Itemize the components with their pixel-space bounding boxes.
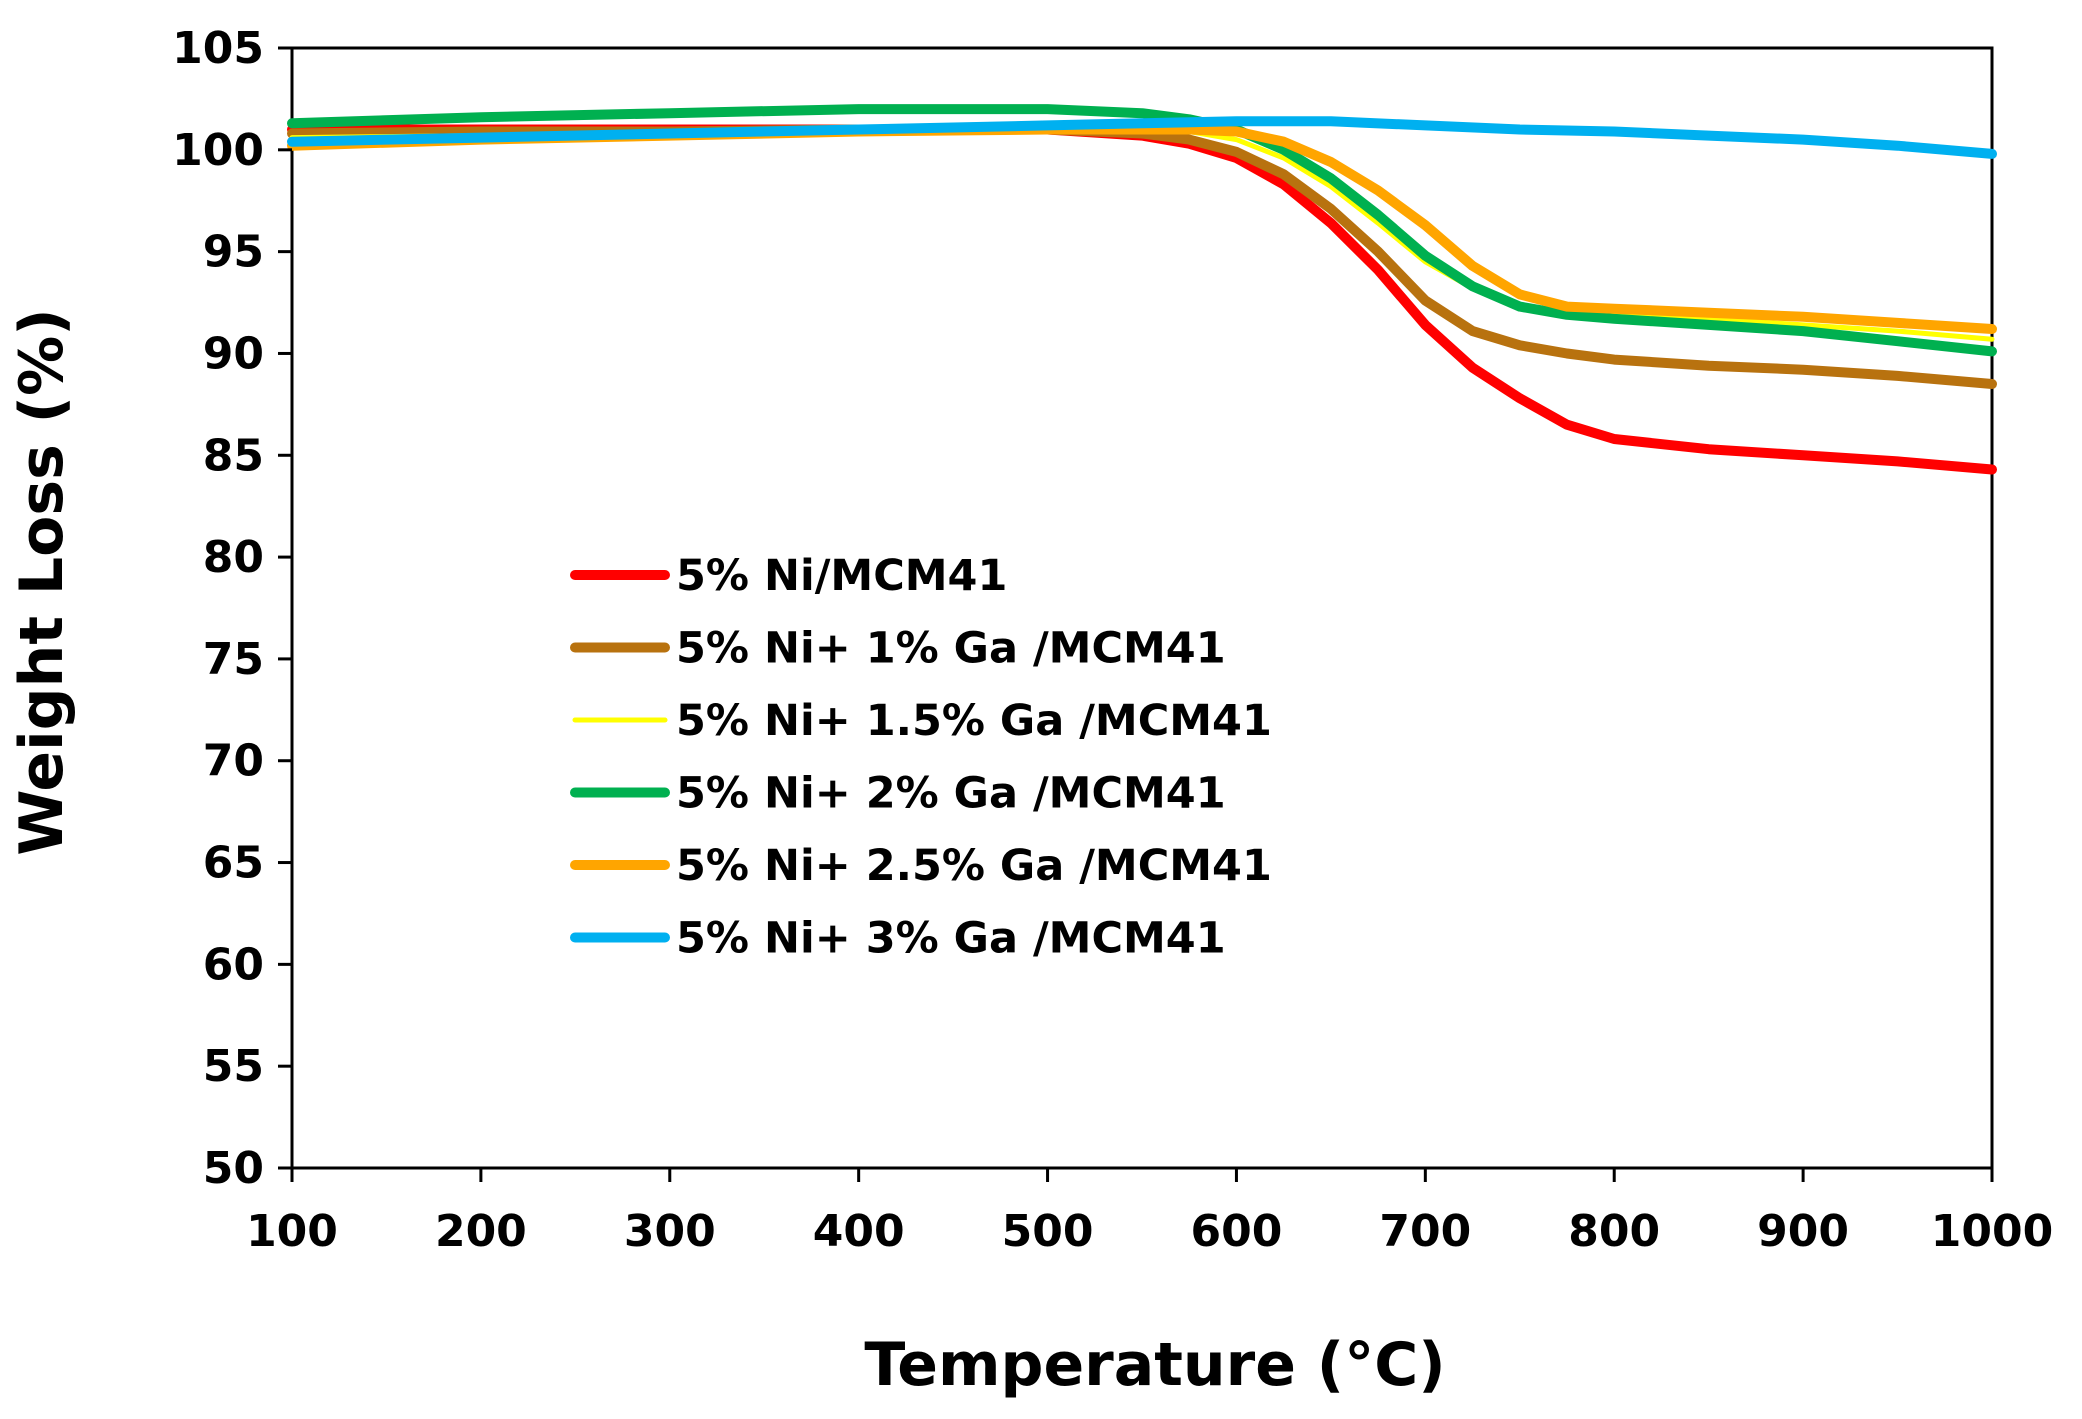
- y-tick-label: 85: [203, 430, 264, 481]
- y-tick-label: 90: [203, 328, 264, 379]
- y-tick-label: 60: [203, 939, 264, 990]
- x-tick-label: 600: [1191, 1206, 1283, 1257]
- legend-label: 5% Ni+ 3% Ga /MCM41: [676, 914, 1226, 964]
- x-tick-label: 700: [1379, 1206, 1471, 1257]
- legend-label: 5% Ni+ 1% Ga /MCM41: [676, 624, 1226, 674]
- axes-layer: 100 200 300 400 500 600 700 800 900 1000 50 55 60 65 7…: [172, 23, 2053, 1257]
- x-tick-label: 100: [246, 1206, 338, 1257]
- y-tick-label: 95: [203, 227, 264, 278]
- series-line-4: [287, 104, 1997, 357]
- y-axis-title: Weight Loss (%): [7, 308, 77, 855]
- legend-label: 5% Ni/MCM41: [676, 551, 1007, 601]
- plot-frame: [290, 46, 1994, 1170]
- series-layer: [287, 104, 1997, 475]
- x-tick-label: 1000: [1931, 1206, 2053, 1257]
- x-tick-label: 400: [813, 1206, 905, 1257]
- y-tick-label: 100: [172, 125, 264, 176]
- plot-area: [290, 46, 1994, 1170]
- y-tick-label: 65: [203, 838, 264, 889]
- x-axis-title: Temperature (°C): [864, 1330, 1445, 1400]
- y-tick-label: 105: [172, 23, 264, 74]
- y-tick-label: 75: [203, 634, 264, 685]
- legend-label: 5% Ni+ 1.5% Ga /MCM41: [676, 696, 1272, 746]
- y-tick-label: 70: [203, 736, 264, 787]
- x-tick-label: 800: [1568, 1206, 1660, 1257]
- x-tick-label: 900: [1757, 1206, 1849, 1257]
- y-tick-label: 80: [203, 532, 264, 583]
- legend-label: 5% Ni+ 2% Ga /MCM41: [676, 769, 1226, 819]
- y-tick-label: 50: [203, 1143, 264, 1194]
- series-line-6: [287, 116, 1997, 159]
- legend: 5% Ni/MCM41 5% Ni+ 1% Ga /MCM41 5% Ni+ 1.5…: [570, 551, 1272, 964]
- x-tick-label: 500: [1002, 1206, 1094, 1257]
- y-tick-label: 55: [203, 1041, 264, 1092]
- x-tick-label: 300: [624, 1206, 716, 1257]
- x-tick-label: 200: [435, 1206, 527, 1257]
- legend-label: 5% Ni+ 2.5% Ga /MCM41: [676, 841, 1272, 891]
